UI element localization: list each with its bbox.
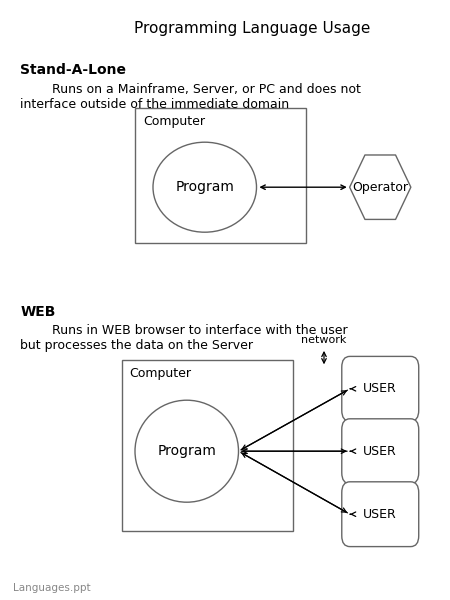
Text: USER: USER bbox=[364, 445, 397, 458]
Text: Program: Program bbox=[176, 180, 234, 194]
Ellipse shape bbox=[135, 400, 238, 502]
Text: Computer: Computer bbox=[143, 115, 205, 128]
Text: Computer: Computer bbox=[130, 367, 192, 380]
Text: Programming Language Usage: Programming Language Usage bbox=[134, 21, 370, 36]
FancyBboxPatch shape bbox=[342, 356, 419, 421]
Text: Runs in WEB browser to interface with the user
but processes the data on the Ser: Runs in WEB browser to interface with th… bbox=[20, 324, 348, 352]
Text: USER: USER bbox=[364, 508, 397, 521]
Ellipse shape bbox=[153, 142, 256, 232]
Text: WEB: WEB bbox=[20, 305, 56, 319]
Text: network: network bbox=[302, 335, 346, 345]
Text: Runs on a Mainframe, Server, or PC and does not
interface outside of the immedia: Runs on a Mainframe, Server, or PC and d… bbox=[20, 83, 361, 111]
Text: USER: USER bbox=[364, 382, 397, 395]
Text: Languages.ppt: Languages.ppt bbox=[14, 583, 91, 593]
Text: Stand-A-Lone: Stand-A-Lone bbox=[20, 63, 126, 77]
Polygon shape bbox=[350, 155, 411, 220]
FancyBboxPatch shape bbox=[135, 108, 306, 243]
FancyBboxPatch shape bbox=[342, 482, 419, 547]
FancyBboxPatch shape bbox=[342, 419, 419, 484]
Text: Program: Program bbox=[158, 444, 216, 458]
FancyBboxPatch shape bbox=[122, 360, 292, 531]
Text: Operator: Operator bbox=[352, 181, 408, 194]
